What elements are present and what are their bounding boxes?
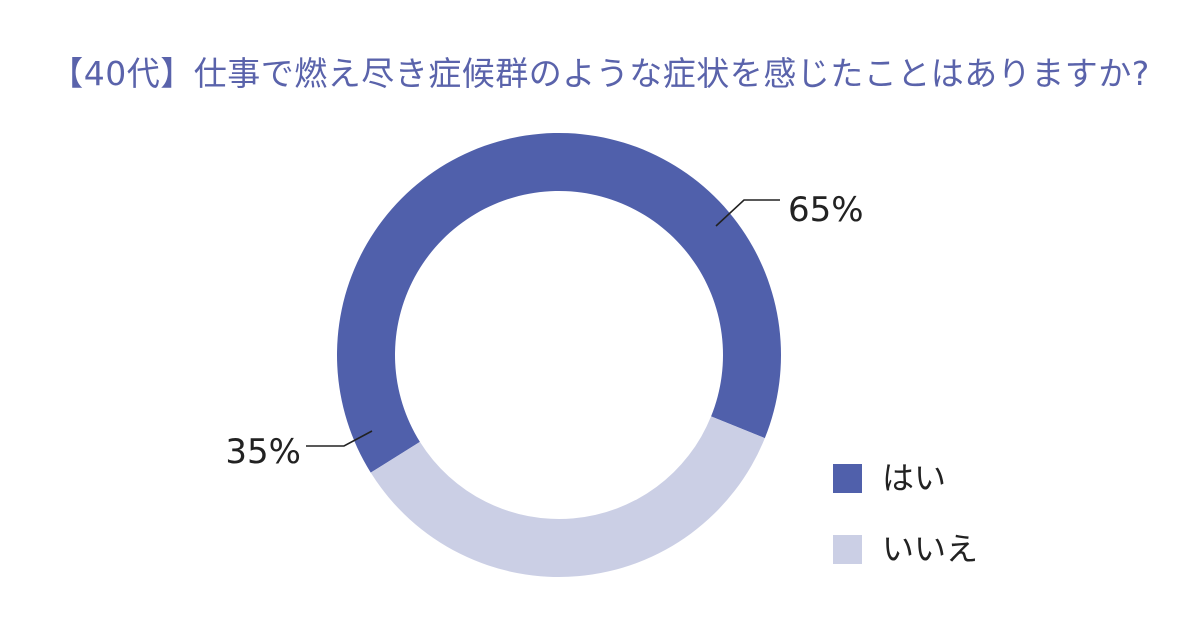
data-label-no: 35%	[225, 432, 301, 472]
legend-label-no: いいえ	[882, 530, 979, 568]
donut-slice-no	[370, 416, 765, 578]
donut-slice-yes	[337, 133, 782, 473]
chart-title: 【40代】仕事で燃え尽き症候群のような症状を感じたことはありますか?	[50, 54, 1150, 93]
leader-line-yes	[715, 199, 780, 227]
legend-swatch-yes	[833, 463, 862, 493]
data-label-yes: 65%	[788, 190, 864, 230]
legend-label-yes: はい	[882, 459, 947, 497]
leader-line-no	[306, 430, 373, 447]
legend-item-yes: はい	[833, 458, 978, 498]
legend-item-no: いいえ	[833, 529, 978, 569]
legend-swatch-no	[833, 534, 862, 564]
legend: はい いいえ	[833, 458, 978, 600]
